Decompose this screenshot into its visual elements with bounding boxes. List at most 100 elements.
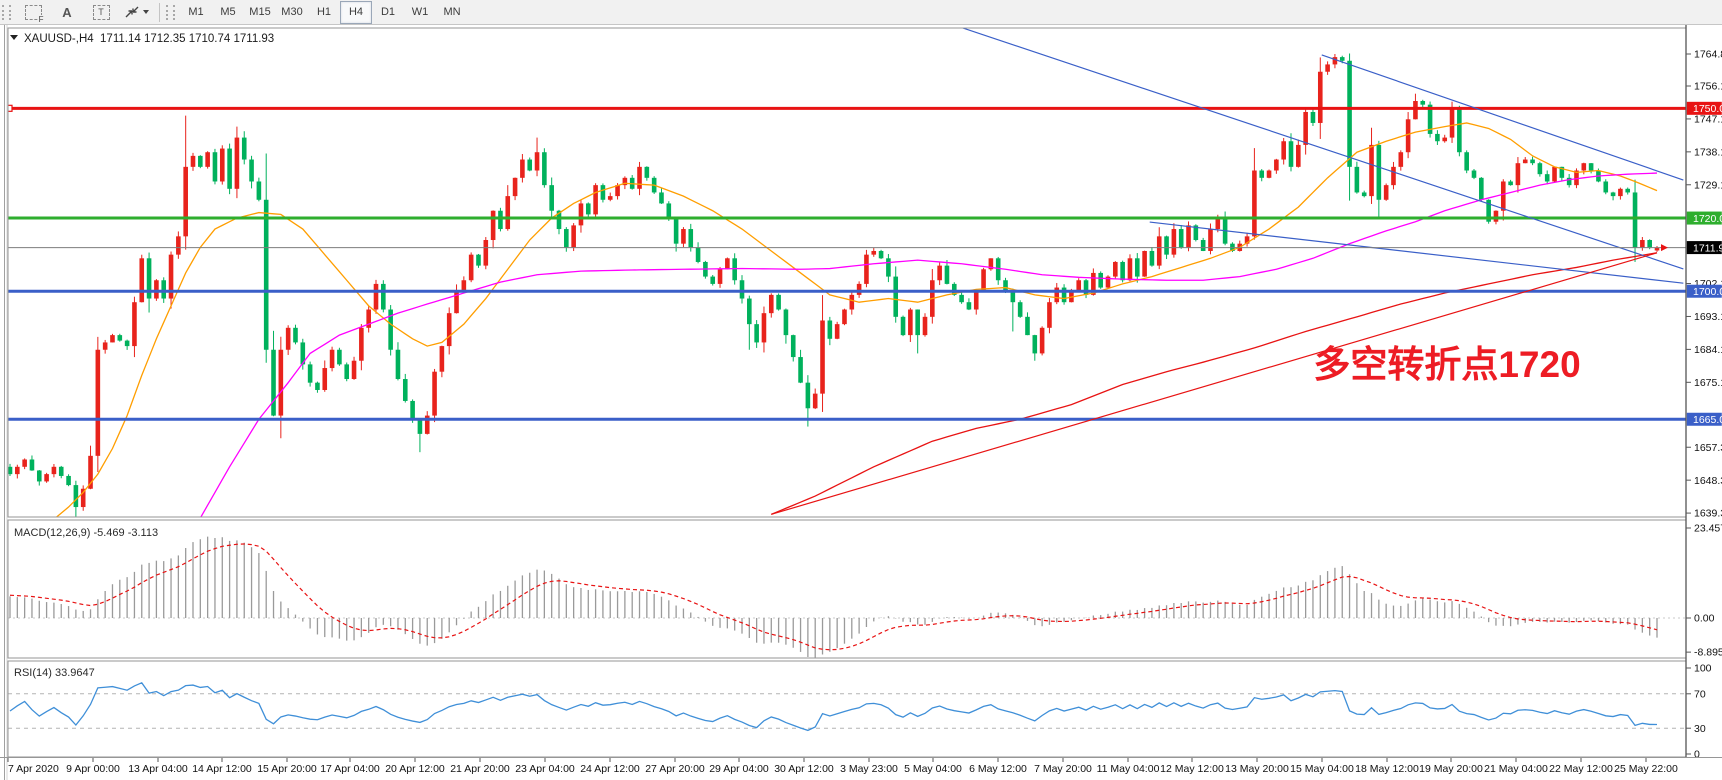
candle xyxy=(168,254,174,299)
descending-trendline-main[interactable] xyxy=(962,28,1684,270)
time-axis-label: 17 Apr 04:00 xyxy=(320,763,380,775)
candle xyxy=(981,269,986,292)
timeframe-button-H4[interactable]: H4 xyxy=(340,0,372,24)
rsi-line xyxy=(9,682,1658,732)
macd-pane[interactable] xyxy=(8,536,1686,660)
annotation-text[interactable]: 多空转折点1720 xyxy=(1313,344,1580,385)
time-axis-label: 14 Apr 12:00 xyxy=(192,763,252,775)
timeframe-button-D1[interactable]: D1 xyxy=(380,6,396,18)
descending-trendline-upper[interactable] xyxy=(1321,54,1684,181)
candle xyxy=(1471,170,1477,178)
toolbar-grip[interactable] xyxy=(2,4,11,20)
time-axis[interactable]: 7 Apr 2020 9 Apr 00:00 13 Apr 04:00 14 Apr … xyxy=(0,757,1722,776)
candle xyxy=(44,474,49,482)
price-axis-label: 1639.35 xyxy=(1694,508,1722,520)
candle xyxy=(1076,280,1082,292)
timeframe-button-H1[interactable]: H1 xyxy=(316,6,332,18)
candle xyxy=(827,320,833,339)
candle xyxy=(1632,192,1638,248)
price-axis-label: 1747.10 xyxy=(1694,114,1722,126)
candle xyxy=(146,258,152,299)
ascending-trendline-red[interactable] xyxy=(771,252,1658,515)
candle xyxy=(1098,272,1103,288)
candle xyxy=(1544,174,1550,182)
candle xyxy=(973,291,979,310)
text-label-button[interactable]: A xyxy=(51,1,83,24)
hline-handle[interactable] xyxy=(6,104,13,112)
candle xyxy=(1105,276,1111,288)
candle xyxy=(1610,192,1616,197)
timeframe-button-M15[interactable]: M15 xyxy=(249,6,271,18)
price-axis[interactable]: 1764.851756.101747.101738.101729.101702.… xyxy=(1685,25,1722,761)
candle xyxy=(219,148,225,182)
candle xyxy=(717,269,723,284)
timeframe-button-M30[interactable]: M30 xyxy=(281,6,303,18)
price-tag-1711.93 xyxy=(1686,241,1722,255)
candle xyxy=(1420,101,1426,105)
timeframe-button-M1[interactable]: M1 xyxy=(188,6,204,18)
candle xyxy=(139,258,145,303)
candle xyxy=(1457,108,1462,153)
candle xyxy=(864,254,869,284)
chart-canvas[interactable]: 1764.851756.101747.101738.101729.101702.… xyxy=(0,25,1722,780)
timeframe-grip[interactable] xyxy=(166,4,175,20)
candle xyxy=(278,349,284,416)
candle xyxy=(695,247,701,262)
price-axis-label: 1675.10 xyxy=(1694,377,1722,389)
price-axis-label: 1693.10 xyxy=(1694,311,1722,323)
main-pane[interactable] xyxy=(6,28,1686,525)
title-dropdown-icon[interactable] xyxy=(10,35,18,40)
candle xyxy=(161,280,167,299)
candle xyxy=(271,349,276,416)
candle xyxy=(29,459,35,471)
candle xyxy=(1376,144,1382,200)
time-axis-label: 15 Apr 20:00 xyxy=(257,763,317,775)
text-box-button[interactable]: T xyxy=(85,1,117,24)
candle xyxy=(256,181,262,200)
rsi-axis-label: 100 xyxy=(1694,663,1712,675)
candle xyxy=(490,210,496,241)
time-axis-label: 3 May 23:00 xyxy=(840,763,898,775)
time-axis-label: 18 May 12:00 xyxy=(1355,763,1419,775)
candle xyxy=(1537,163,1543,175)
rsi-pane[interactable] xyxy=(8,682,1686,732)
toolbar-separator xyxy=(159,2,160,22)
period-separators-button[interactable]: F xyxy=(17,1,49,24)
time-axis-label: 24 Apr 12:00 xyxy=(580,763,640,775)
candle xyxy=(607,196,613,200)
candle xyxy=(1603,181,1609,193)
candle xyxy=(1296,144,1301,167)
cursor-tool-button[interactable] xyxy=(119,1,154,24)
candle xyxy=(783,309,789,336)
candle xyxy=(886,258,891,277)
candle xyxy=(80,488,86,508)
candle xyxy=(1178,229,1184,248)
timeframe-button-W1[interactable]: W1 xyxy=(411,6,429,18)
candle xyxy=(1083,280,1089,295)
price-tag-label: 1665.00 xyxy=(1693,414,1722,426)
candle xyxy=(1047,302,1052,328)
candle xyxy=(300,342,306,365)
rsi-axis-label: 30 xyxy=(1694,723,1706,735)
time-axis-label: 15 May 04:00 xyxy=(1290,763,1354,775)
timeframe-button-MN[interactable]: MN xyxy=(443,6,461,18)
candle xyxy=(644,166,650,178)
cursor-arrows-icon xyxy=(125,6,139,18)
candle xyxy=(534,152,540,171)
descending-trendline-lower[interactable] xyxy=(1149,221,1684,284)
candle xyxy=(198,155,203,167)
candle xyxy=(176,236,181,255)
candle xyxy=(659,192,664,204)
price-tag-1750.00 xyxy=(1686,101,1722,115)
candle xyxy=(285,327,291,350)
price-axis-label: 1738.10 xyxy=(1694,146,1722,158)
candle xyxy=(1369,144,1374,197)
price-tag-1665.00 xyxy=(1686,412,1722,426)
candle xyxy=(915,309,920,336)
candle xyxy=(1164,236,1169,255)
candle xyxy=(1281,141,1286,160)
candle xyxy=(1259,170,1265,178)
candle xyxy=(249,159,254,182)
timeframe-button-M5[interactable]: M5 xyxy=(220,6,236,18)
candle xyxy=(1266,170,1272,178)
